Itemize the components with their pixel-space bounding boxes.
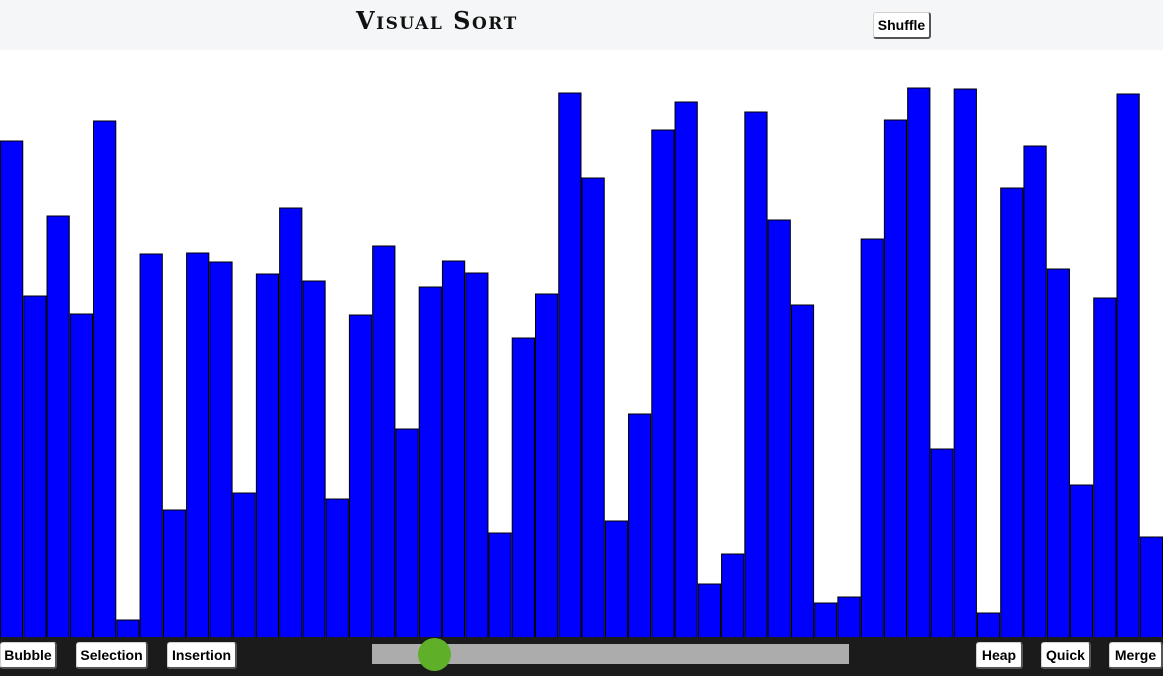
array-bar (418, 286, 442, 637)
quick-sort-button[interactable]: Quick (1041, 642, 1091, 669)
array-bar (651, 129, 675, 637)
array-bar (0, 140, 24, 637)
array-bar (465, 272, 489, 637)
array-bar (302, 280, 326, 637)
array-bar (814, 602, 838, 637)
array-bar (93, 120, 117, 637)
array-bar (930, 448, 954, 637)
array-bar (558, 92, 582, 637)
array-bar (348, 314, 373, 637)
heap-sort-button[interactable]: Heap (976, 642, 1023, 669)
array-bar (860, 238, 884, 637)
array-bar (209, 261, 233, 637)
array-bar (279, 207, 303, 637)
array-bar (604, 520, 629, 637)
array-bar (1000, 187, 1024, 637)
array-bar (953, 88, 977, 637)
array-bar (628, 413, 652, 637)
array-bar (697, 583, 722, 637)
array-bar (325, 498, 349, 637)
array-bar (1139, 536, 1163, 637)
array-bar (1023, 145, 1047, 637)
array-bar (488, 532, 512, 637)
array-bar (534, 293, 559, 637)
array-bar (441, 260, 466, 637)
array-bar (744, 111, 768, 637)
array-bar (674, 101, 698, 637)
array-bar (1069, 484, 1094, 637)
array-bar (1116, 93, 1140, 637)
array-bar (511, 337, 535, 637)
speed-slider-thumb[interactable] (417, 638, 451, 671)
array-bar (23, 295, 47, 637)
array-bar (883, 119, 908, 637)
array-bar (232, 492, 256, 637)
array-bar (1046, 268, 1070, 637)
array-bar (907, 87, 931, 637)
array-bar (837, 596, 861, 637)
array-bar (186, 252, 210, 637)
array-bar (46, 215, 70, 637)
array-bar (139, 253, 163, 637)
array-bar (372, 245, 396, 637)
bubble-sort-button[interactable]: Bubble (0, 642, 57, 669)
header-bar: Visual Sort Shuffle (0, 0, 1163, 50)
selection-sort-button[interactable]: Selection (76, 642, 148, 669)
bar-array-chart (0, 87, 1163, 637)
app-title: Visual Sort (356, 6, 518, 35)
speed-slider-track[interactable] (372, 644, 849, 664)
array-bar (581, 177, 605, 637)
array-bar (790, 304, 815, 637)
array-bar (721, 553, 745, 637)
array-bar (976, 612, 1001, 637)
array-bar (162, 509, 187, 637)
array-bar (69, 313, 94, 637)
shuffle-button[interactable]: Shuffle (873, 12, 931, 39)
controls-footer: Bubble Selection Insertion Heap Quick Me… (0, 637, 1163, 676)
array-bar (116, 619, 140, 637)
array-bar (395, 428, 419, 637)
insertion-sort-button[interactable]: Insertion (167, 642, 237, 669)
merge-sort-button[interactable]: Merge (1109, 642, 1163, 669)
array-bar (255, 273, 280, 637)
array-bar (1093, 297, 1117, 637)
array-bar (767, 219, 791, 637)
